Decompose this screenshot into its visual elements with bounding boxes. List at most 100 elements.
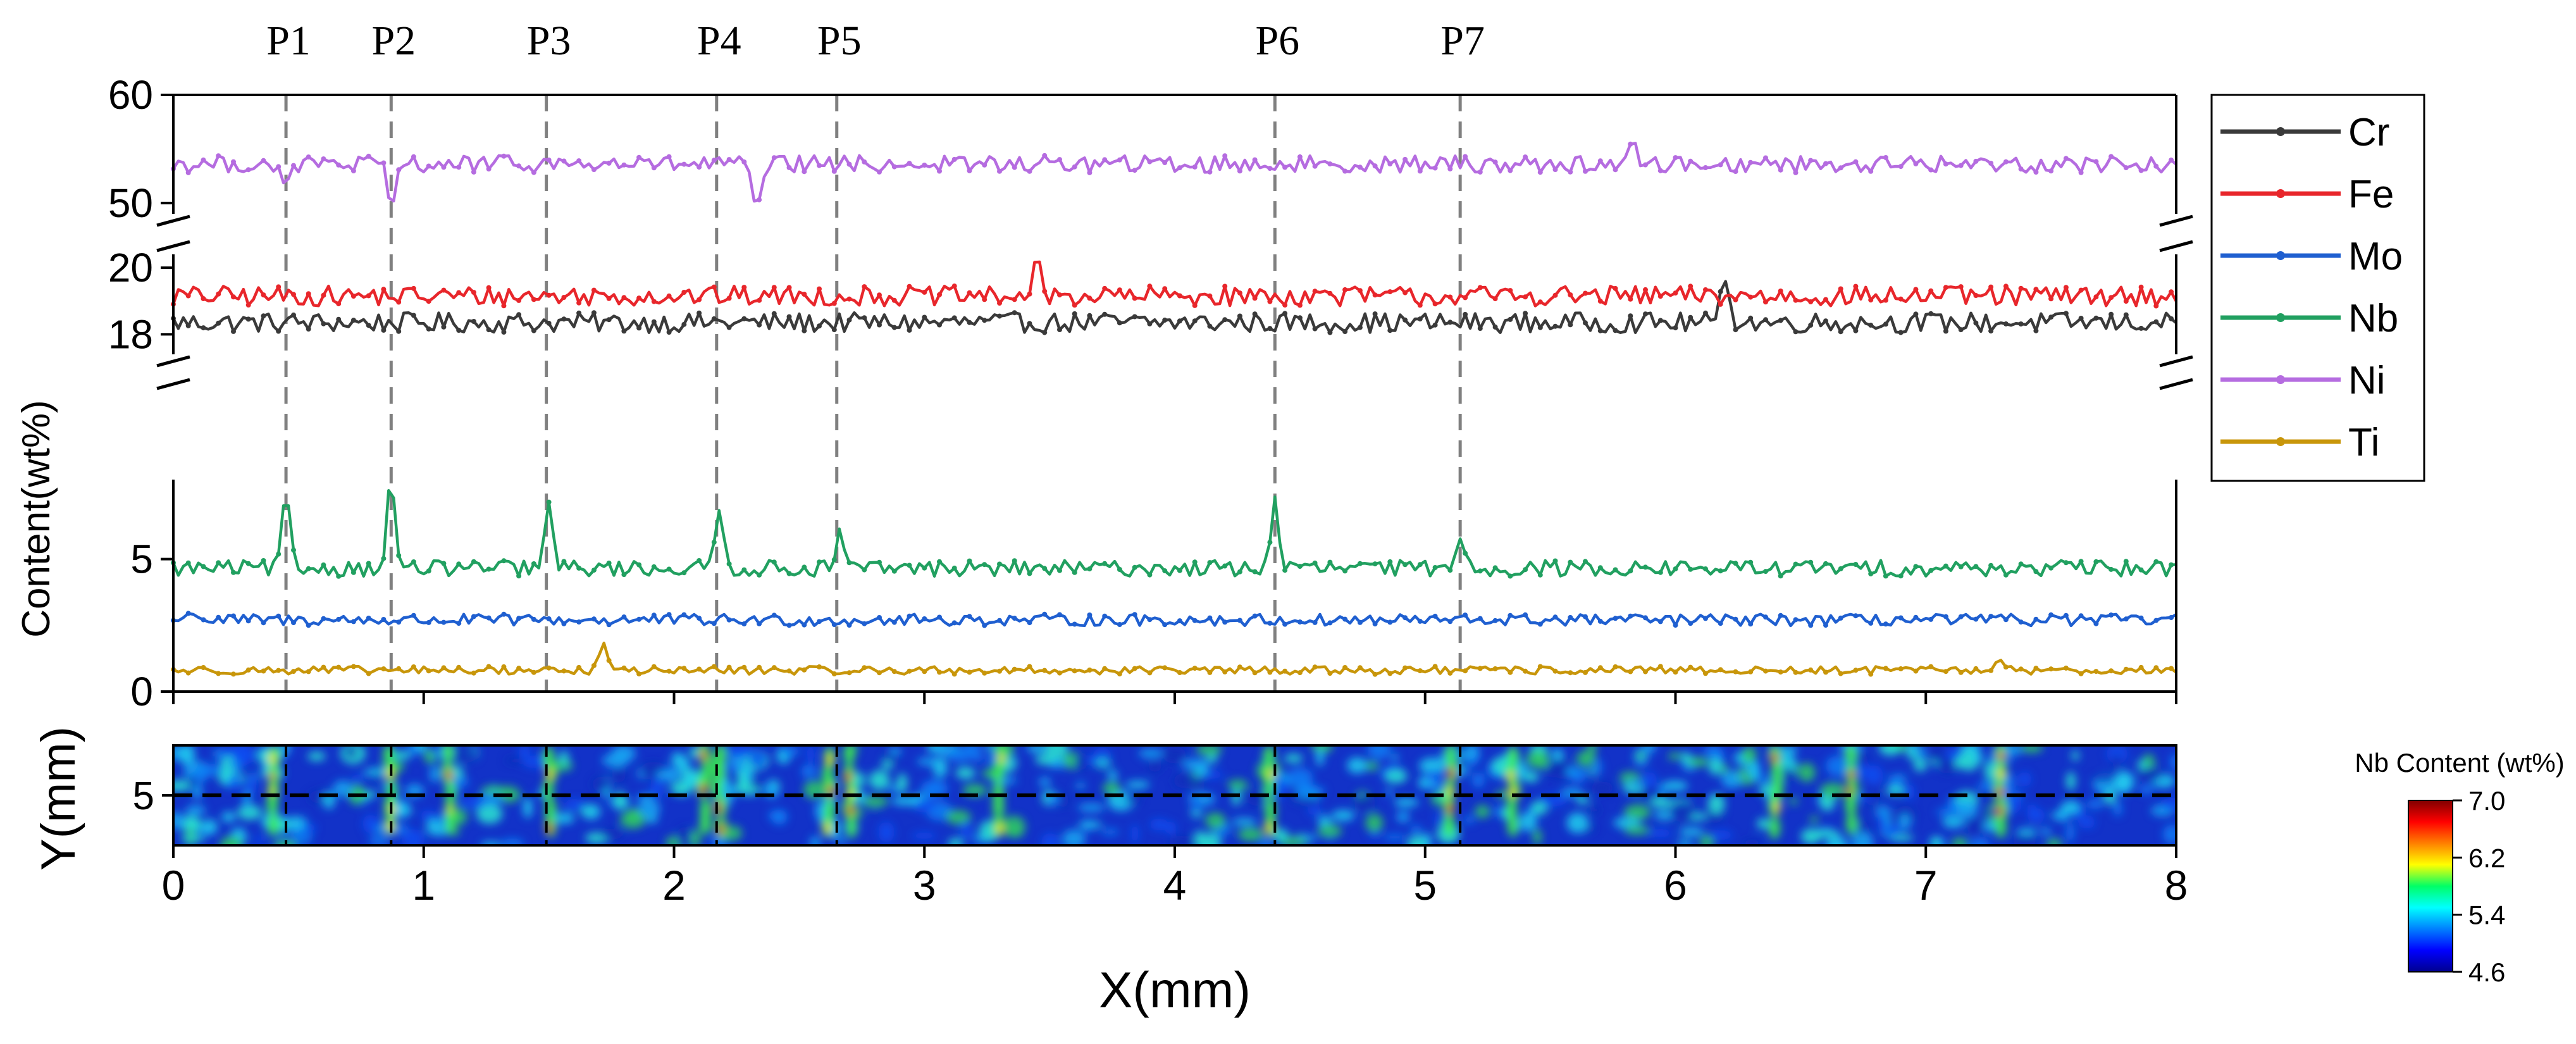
legend-label-ti: Ti <box>2348 421 2379 464</box>
heatmap-hot-cell <box>1507 814 1519 837</box>
heatmap-cell <box>237 805 262 820</box>
heatmap-peak-cell <box>1774 802 1781 814</box>
heatmap-cell <box>1148 761 1162 773</box>
data-point <box>1117 320 1122 326</box>
data-point <box>831 168 837 174</box>
heatmap-cell <box>1638 786 1663 802</box>
data-point <box>1733 169 1738 174</box>
heatmap-overlay <box>173 745 2176 845</box>
data-point <box>982 297 988 302</box>
data-point <box>1042 611 1048 617</box>
data-point <box>846 560 852 566</box>
heatmap-cell <box>1532 828 1542 845</box>
data-point <box>276 551 282 557</box>
heatmap-cell <box>1898 813 1911 830</box>
data-point <box>1162 665 1168 671</box>
data-point <box>1537 170 1543 175</box>
heatmap-cell <box>690 829 701 845</box>
data-point <box>2093 559 2099 564</box>
data-point <box>1763 155 1768 161</box>
data-point <box>1838 286 1843 292</box>
data-point <box>2018 666 2024 672</box>
data-point <box>411 313 416 318</box>
legend-box <box>2210 94 2425 482</box>
data-point <box>1883 321 1888 327</box>
data-point <box>757 322 762 328</box>
data-point <box>2169 615 2174 620</box>
data-point <box>1087 668 1093 673</box>
data-point <box>366 323 371 328</box>
data-point <box>441 287 447 293</box>
data-point <box>1523 311 1528 316</box>
data-point <box>697 165 702 170</box>
heatmap-cell <box>1005 828 1024 838</box>
series-nb <box>171 488 2177 579</box>
data-point <box>1207 560 1213 566</box>
data-point <box>276 613 282 619</box>
heatmap-cell <box>1798 762 1816 782</box>
data-point <box>2018 619 2024 625</box>
data-point <box>741 567 747 573</box>
data-point <box>1718 621 1723 626</box>
data-point <box>2003 283 2009 289</box>
data-point <box>1117 622 1122 627</box>
series-line-ti <box>172 642 2177 676</box>
data-point <box>1673 669 1678 675</box>
data-point <box>681 290 687 295</box>
data-point <box>336 316 342 322</box>
data-point <box>846 161 852 167</box>
data-point <box>937 669 942 675</box>
heatmap-peak-cell <box>1998 750 2005 762</box>
data-point <box>1898 573 1904 579</box>
data-point <box>697 558 702 563</box>
heatmap-cell <box>419 810 437 821</box>
heatmap-cell <box>1644 745 1656 754</box>
heatmap-cell <box>299 817 307 830</box>
data-point <box>516 163 522 169</box>
heatmap-cell <box>1074 753 1087 771</box>
data-point <box>651 612 657 618</box>
x-tick-label: 3 <box>913 862 936 909</box>
heatmap-cell <box>1168 835 1196 845</box>
data-point <box>982 562 988 568</box>
data-point <box>907 613 912 619</box>
heatmap-cell <box>806 745 815 764</box>
data-point <box>1988 614 1994 619</box>
heatmap-cell <box>960 821 972 840</box>
heatmap-peak-cell <box>700 783 707 795</box>
heatmap-cell <box>677 826 692 845</box>
heatmap-cell <box>213 750 222 757</box>
data-point <box>817 286 822 292</box>
data-point <box>2048 612 2054 618</box>
data-point <box>967 168 972 173</box>
data-point <box>2078 613 2084 619</box>
data-point <box>877 169 882 175</box>
data-point <box>1057 670 1062 676</box>
data-point <box>2108 668 2114 674</box>
heatmap-cell <box>181 815 201 834</box>
marker-labels: P1 P2 P3 P4 P5 P6 P7 <box>266 18 1485 64</box>
series-ti <box>171 642 2177 677</box>
data-point <box>2169 289 2174 295</box>
data-point <box>1763 668 1768 674</box>
data-point <box>1057 612 1062 618</box>
data-point <box>1192 559 1198 565</box>
data-point <box>306 291 311 297</box>
data-point <box>802 169 807 175</box>
data-point <box>546 320 552 326</box>
data-point <box>201 325 206 331</box>
y-tick-label: 50 <box>108 180 153 226</box>
heatmap-cell <box>1471 772 1485 788</box>
heatmap-cell <box>891 796 919 805</box>
heatmap-cell <box>1039 777 1051 787</box>
data-point <box>245 667 251 673</box>
data-point <box>185 293 191 299</box>
data-point <box>1868 571 1874 576</box>
data-point <box>1657 294 1663 299</box>
y-tick-label: 5 <box>130 537 153 582</box>
data-point <box>1628 669 1633 674</box>
data-point <box>862 567 867 573</box>
data-point <box>1883 297 1888 303</box>
data-point <box>1463 668 1468 674</box>
data-point <box>2078 170 2084 175</box>
